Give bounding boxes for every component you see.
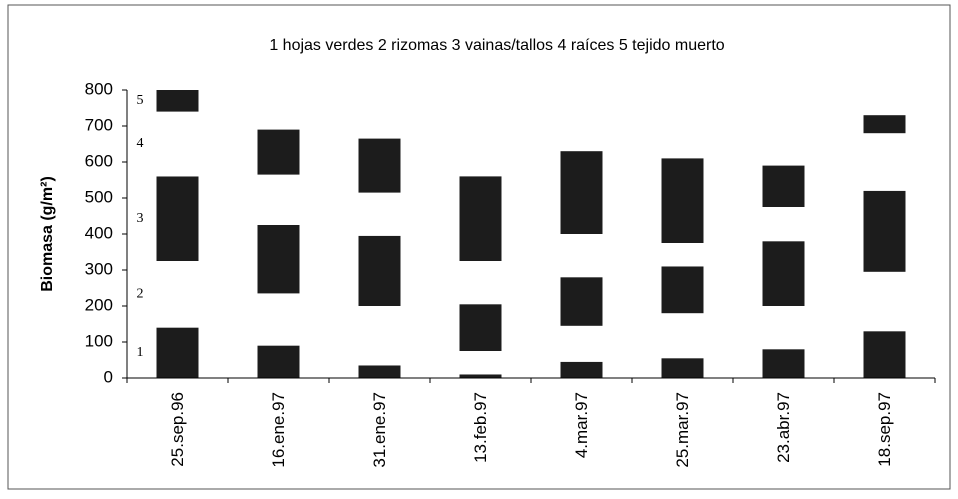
bar-segment [257, 129, 300, 175]
bar-segment [257, 174, 300, 225]
bar-segment [560, 361, 603, 378]
bar-segment [762, 241, 805, 306]
bar-segment [560, 325, 603, 362]
bar-segment [358, 365, 401, 378]
bar-segment [459, 261, 502, 305]
bar-segment [459, 374, 502, 378]
bar-segment [358, 235, 401, 306]
y-tick-label: 600 [85, 151, 113, 170]
bar-segment [863, 331, 906, 378]
bar-segment [762, 165, 805, 207]
bar-segment [661, 358, 704, 378]
bar-segment [257, 225, 300, 294]
x-tick-label: 16.ene.97 [269, 392, 288, 468]
bar-segment [863, 271, 906, 332]
bar-segment [358, 306, 401, 366]
x-tick-label: 25.sep.96 [168, 392, 187, 467]
bar-segment [257, 345, 300, 378]
bar-segment [560, 151, 603, 234]
frame [7, 4, 951, 490]
series-label: 3 [137, 211, 144, 226]
bar-segment [762, 207, 805, 242]
y-tick-label: 0 [104, 367, 113, 386]
chart-title: 1 hojas verdes 2 rizomas 3 vainas/tallos… [269, 37, 724, 54]
x-tick-label: 13.feb.97 [471, 392, 490, 463]
bar-segment [661, 266, 704, 314]
bar-segment [459, 351, 502, 375]
series-label: 1 [137, 345, 144, 360]
series-label: 5 [137, 93, 144, 108]
bar-segment [459, 304, 502, 351]
y-tick-label: 300 [85, 259, 113, 278]
y-tick-label: 200 [85, 295, 113, 314]
y-tick-label: 700 [85, 115, 113, 134]
x-tick-label: 4.mar.97 [572, 392, 591, 458]
bar-segment [156, 261, 199, 328]
bar-segment [560, 234, 603, 278]
y-axis-label: Biomasa (g/m²) [39, 176, 56, 292]
bar-segment [156, 111, 199, 177]
y-tick-label: 800 [85, 79, 113, 98]
bar-segment [762, 306, 805, 350]
bar-segment [156, 327, 199, 378]
bar-segment [156, 90, 199, 112]
bar-segment [863, 133, 906, 191]
bar-segment [358, 138, 401, 193]
bar-segment [358, 192, 401, 236]
y-tick-label: 400 [85, 223, 113, 242]
series-label: 4 [137, 136, 144, 151]
bar-segment [560, 277, 603, 326]
bar-segment [762, 349, 805, 378]
y-tick-label: 500 [85, 187, 113, 206]
y-tick-label: 100 [85, 331, 113, 350]
bar-segment [459, 176, 502, 261]
x-tick-label: 18.sep.97 [875, 392, 894, 467]
x-tick-label: 25.mar.97 [673, 392, 692, 468]
bar-segment [863, 190, 906, 272]
bar-segment [661, 158, 704, 243]
x-tick-label: 23.abr.97 [774, 392, 793, 463]
bar-segment [863, 115, 906, 134]
x-tick-label: 31.ene.97 [370, 392, 389, 468]
bar-segment [257, 293, 300, 346]
series-label: 2 [137, 287, 144, 302]
bar-segment [156, 176, 199, 261]
bar-segment [661, 313, 704, 359]
bar-segment [661, 243, 704, 267]
